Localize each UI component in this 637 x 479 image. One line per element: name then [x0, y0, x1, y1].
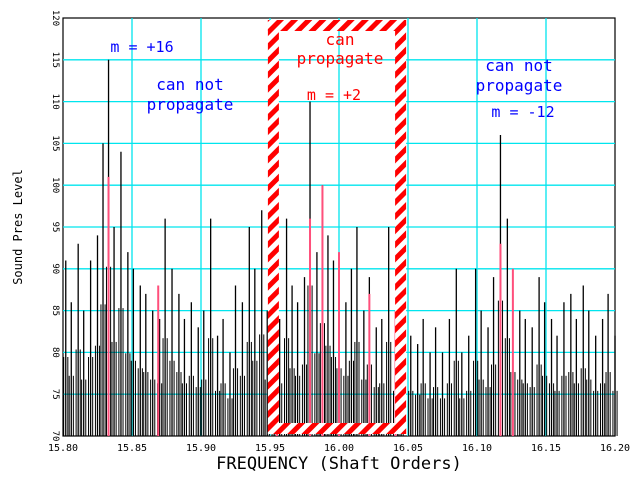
highlight-border — [267, 20, 279, 434]
x-tick-label: 15.90 — [186, 443, 216, 454]
tick-labels: 15.80 15.85 15.90 15.95 16.00 16.05 16.10 16.15… — [48, 10, 630, 454]
y-tick-label: 75 — [50, 389, 60, 400]
y-tick-label: 110 — [50, 93, 60, 109]
highlight-region — [267, 20, 407, 434]
highlight-border — [267, 423, 407, 434]
annotation-m-plus-16: m = +16 — [110, 38, 173, 56]
y-tick-label: 120 — [50, 10, 60, 26]
annotation-center-propagate: propagate — [297, 49, 384, 68]
highlight-border — [267, 20, 407, 31]
series-layer — [63, 59, 618, 436]
y-tick-label: 70 — [50, 431, 60, 442]
x-tick-label: 16.05 — [393, 443, 423, 454]
y-tick-label: 115 — [50, 52, 60, 68]
annotation-m-plus-2: m = +2 — [307, 86, 361, 104]
annotation-m-minus-12: m = -12 — [491, 103, 554, 121]
highlight-border — [395, 20, 407, 434]
annotation-right-propagate: propagate — [476, 76, 563, 95]
annotation-center-can: can — [326, 30, 355, 49]
y-tick-label: 80 — [50, 347, 60, 358]
x-tick-label: 15.85 — [117, 443, 147, 454]
x-tick-label: 15.80 — [48, 443, 78, 454]
x-tick-label: 16.10 — [462, 443, 492, 454]
y-axis-label: Sound Pres Level — [11, 169, 25, 285]
y-tick-label: 95 — [50, 222, 60, 233]
x-tick-label: 16.20 — [600, 443, 630, 454]
x-tick-label: 16.00 — [324, 443, 354, 454]
y-tick-label: 90 — [50, 263, 60, 274]
y-tick-label: 85 — [50, 305, 60, 316]
annotation-left-can-not: can not — [156, 75, 223, 94]
y-tick-label: 105 — [50, 135, 60, 151]
annotation-right-can-not: can not — [485, 56, 552, 75]
annotation-left-propagate: propagate — [147, 95, 234, 114]
x-tick-label: 15.95 — [255, 443, 285, 454]
y-tick-label: 100 — [50, 177, 60, 193]
annotations: m = +16 can not propagate can propagate … — [110, 30, 562, 121]
x-tick-label: 16.15 — [531, 443, 561, 454]
x-axis-label: FREQUENCY (Shaft Orders) — [216, 454, 462, 474]
